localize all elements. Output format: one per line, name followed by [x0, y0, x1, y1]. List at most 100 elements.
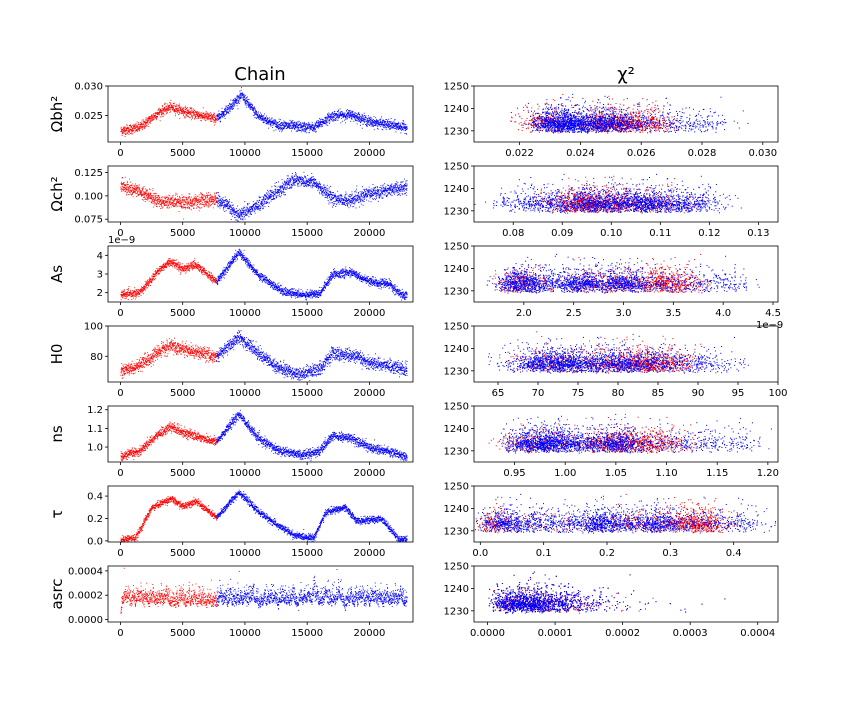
chain-point	[130, 125, 131, 126]
chain-point	[133, 128, 134, 129]
chain-point	[205, 116, 206, 117]
chain-point	[254, 107, 255, 108]
chain-point	[182, 109, 183, 110]
chain-point	[173, 103, 174, 104]
chain-point	[288, 124, 289, 125]
chain-point	[177, 112, 178, 113]
chain-point	[286, 124, 287, 125]
chain-point	[309, 130, 310, 131]
chain-point	[124, 129, 125, 130]
chain-point	[388, 123, 389, 124]
chain-point	[175, 115, 176, 116]
chain-point	[325, 123, 326, 124]
chi2-point	[597, 108, 598, 109]
chain-point	[300, 130, 301, 131]
chain-point	[297, 124, 298, 125]
chain-point	[146, 120, 147, 121]
chain-point	[362, 128, 363, 129]
chain-point	[366, 125, 367, 126]
chain-point	[191, 119, 192, 120]
chain-point	[185, 106, 186, 107]
chain-point	[297, 129, 298, 130]
chain-point	[239, 91, 240, 92]
chain-point	[381, 124, 382, 125]
chain-point	[232, 105, 233, 106]
chain-point	[207, 113, 208, 114]
chain-point	[377, 121, 378, 122]
chain-point	[311, 129, 312, 130]
chain-point	[126, 129, 127, 130]
chain-point	[207, 119, 208, 120]
chain-point	[151, 119, 152, 120]
chain-point	[267, 119, 268, 120]
chain-point	[190, 107, 191, 108]
chain-point	[317, 121, 318, 122]
chain-point	[203, 115, 204, 116]
chain-point	[272, 125, 273, 126]
chi2-point	[554, 110, 555, 111]
chain-point	[306, 132, 307, 133]
chain-point	[180, 108, 181, 109]
chain-point	[388, 119, 389, 120]
chain-point	[305, 131, 306, 132]
chain-point	[383, 120, 384, 121]
chain-point	[194, 114, 195, 115]
chain-point	[320, 124, 321, 125]
chain-point	[293, 127, 294, 128]
chain-point	[243, 94, 244, 95]
chi2-point	[526, 106, 527, 107]
chain-point	[404, 123, 405, 124]
chain-point	[205, 113, 206, 114]
chain-point	[380, 120, 381, 121]
chain-point	[346, 115, 347, 116]
chain-point	[371, 118, 372, 119]
chain-point	[328, 117, 329, 118]
chain-point	[272, 118, 273, 119]
chain-point	[179, 109, 180, 110]
chain-point	[143, 122, 144, 123]
chi2-point	[628, 107, 629, 108]
chain-point	[210, 115, 211, 116]
chi2-point	[551, 131, 552, 132]
chi2-point	[655, 101, 656, 102]
chain-point	[164, 111, 165, 112]
chain-point	[179, 104, 180, 105]
chain-point	[175, 113, 176, 114]
chain-point	[208, 118, 209, 119]
chain-point	[321, 126, 322, 127]
chain-point	[200, 118, 201, 119]
chain-point	[372, 120, 373, 121]
chain-point	[390, 129, 391, 130]
chain-point	[316, 121, 317, 122]
chi2-point	[534, 117, 535, 118]
chain-point	[198, 115, 199, 116]
chain-point	[246, 107, 247, 108]
chain-point	[211, 121, 212, 122]
chain-point	[243, 100, 244, 101]
chain-point	[260, 115, 261, 116]
chain-point	[199, 112, 200, 113]
chain-point	[182, 111, 183, 112]
chain-point	[346, 111, 347, 112]
chain-point	[149, 116, 150, 117]
chain-point	[310, 125, 311, 126]
chain-point	[237, 99, 238, 100]
chain-point	[276, 121, 277, 122]
chain-point	[156, 113, 157, 114]
chain-point	[192, 117, 193, 118]
chain-point	[186, 109, 187, 110]
chain-point	[179, 112, 180, 113]
chain-point	[197, 111, 198, 112]
chain-point	[257, 117, 258, 118]
chain-point	[280, 129, 281, 130]
chain-point	[307, 127, 308, 128]
chain-point	[335, 120, 336, 121]
chain-point	[252, 105, 253, 106]
chain-point	[165, 114, 166, 115]
chi2-point	[532, 114, 533, 115]
chain-point	[373, 126, 374, 127]
chain-point	[169, 102, 170, 103]
chain-point	[285, 122, 286, 123]
chain-point	[218, 111, 219, 112]
chain-point	[298, 128, 299, 129]
